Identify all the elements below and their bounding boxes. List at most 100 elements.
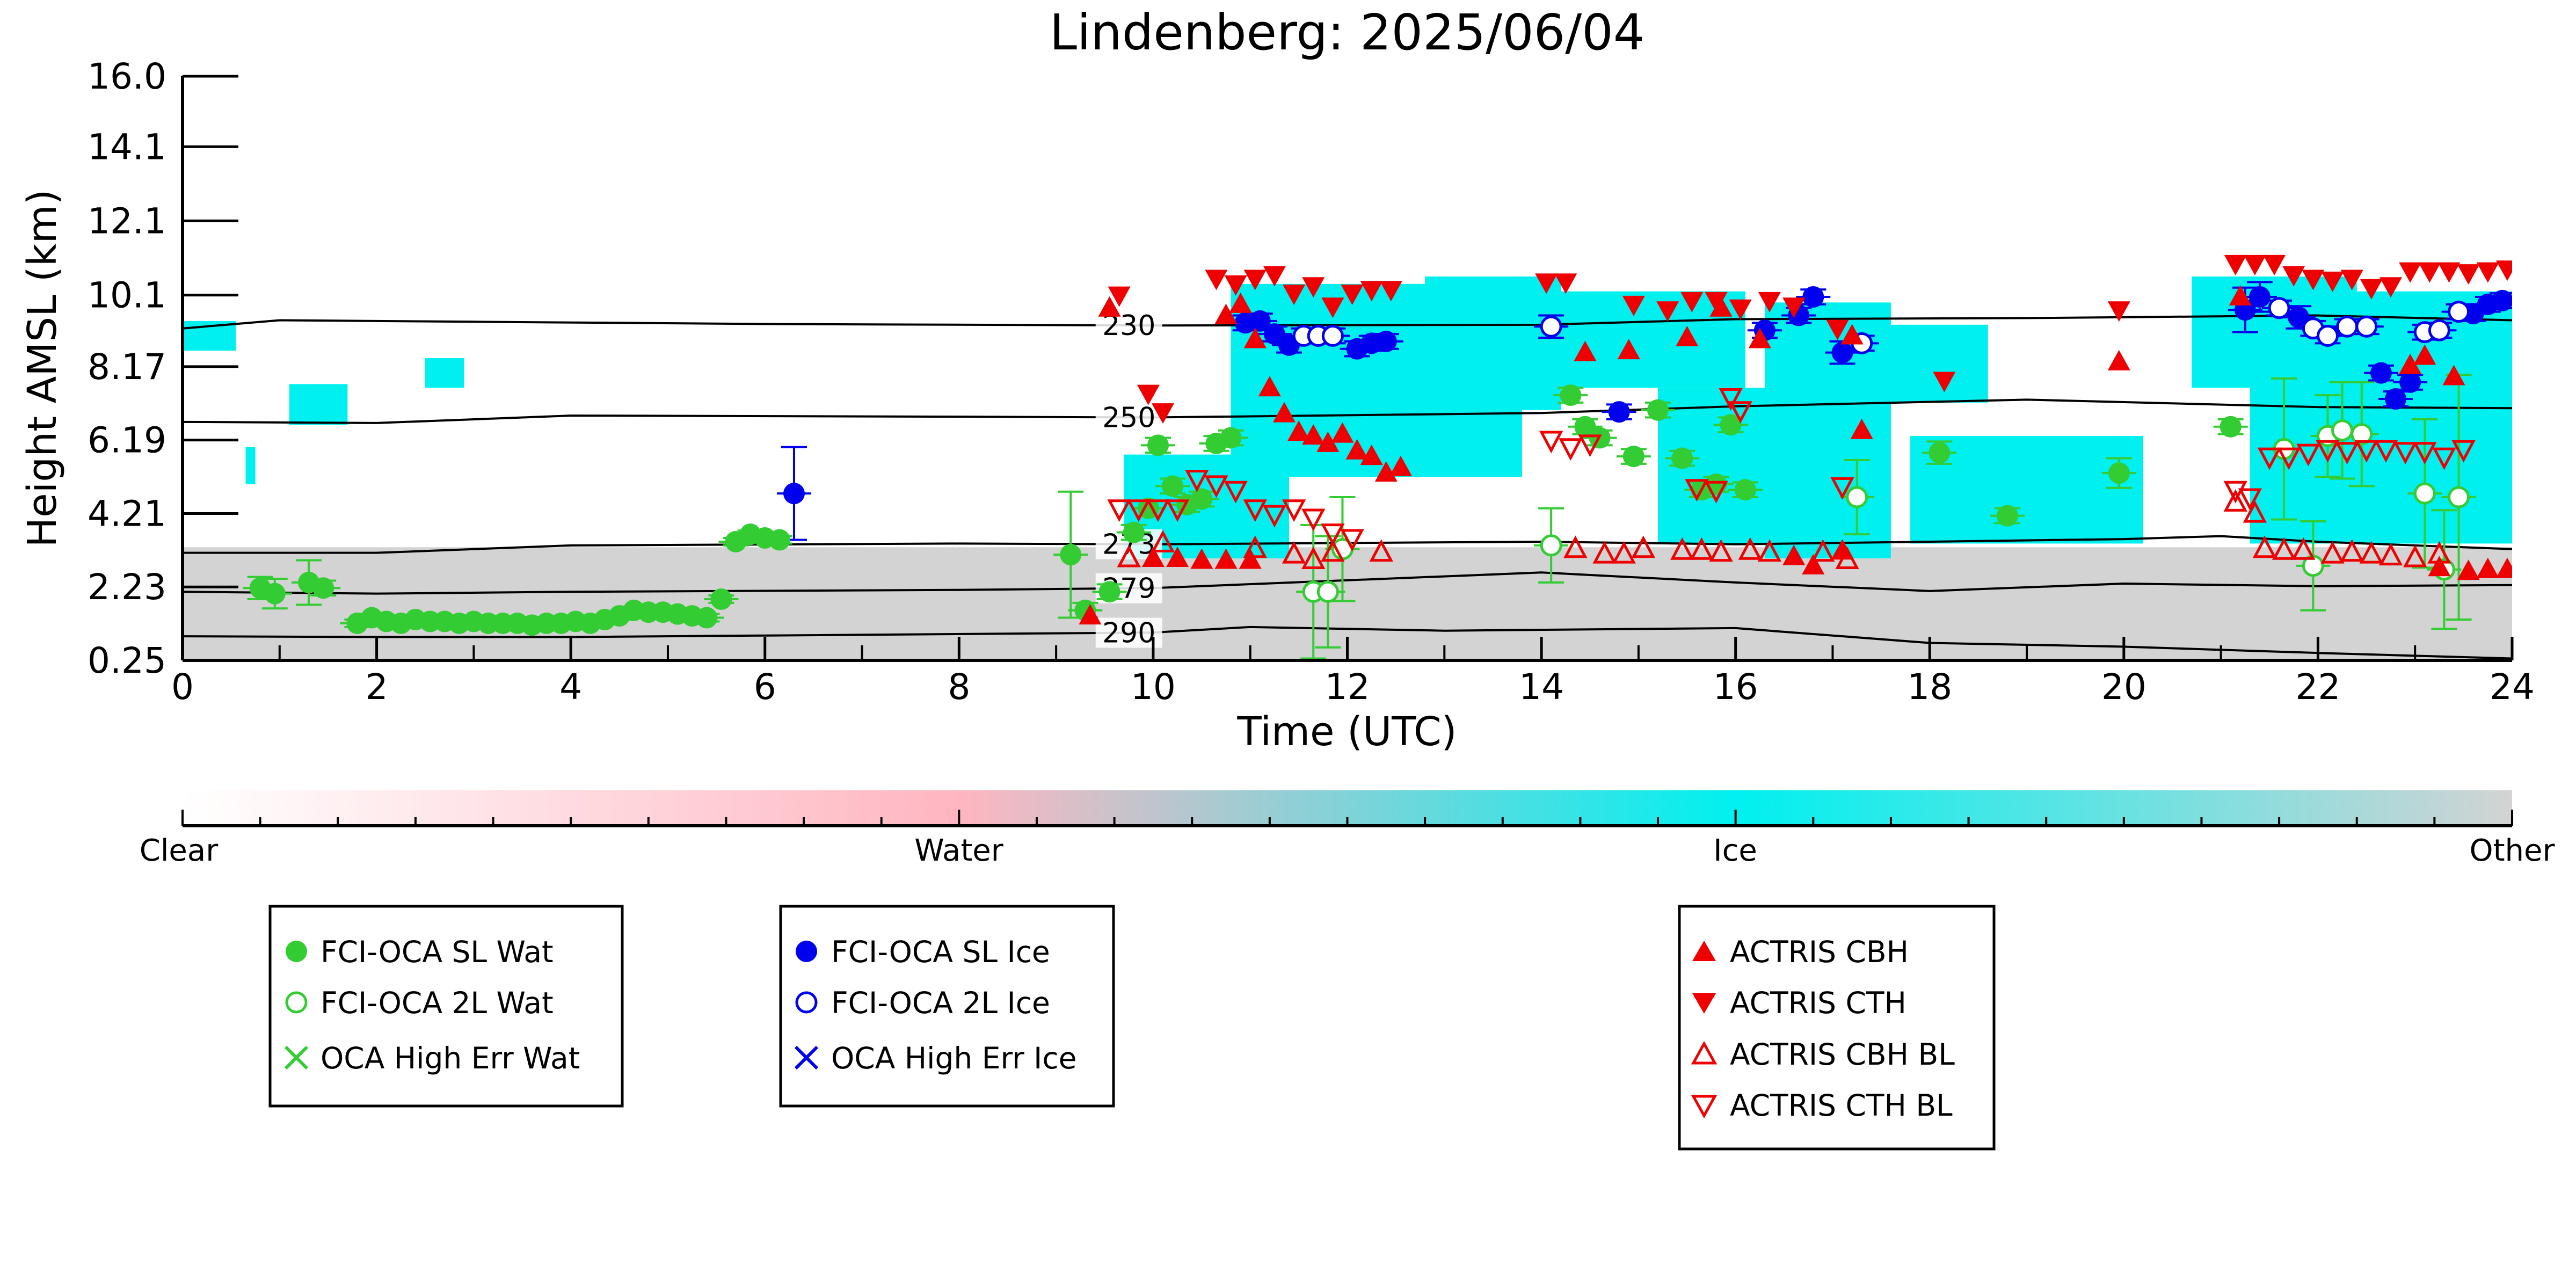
actris-cth-bl-point — [2316, 440, 2340, 463]
fci-oca-sl-wat-point — [2108, 462, 2130, 484]
fci-oca-sl-wat-point — [696, 607, 718, 629]
actris-cbh-point — [1239, 548, 1262, 569]
actris-cth-point — [1321, 297, 1344, 318]
isotherm-line — [183, 625, 2512, 660]
legend-label: ACTRIS CBH — [1730, 935, 1909, 969]
fci-oca-sl-ice-point — [783, 483, 805, 505]
fci-oca-sl-ice-point — [1608, 401, 1630, 423]
y-tick-label: 8.17 — [88, 346, 166, 388]
isotherm-label-bg — [1095, 617, 1162, 648]
ice-region — [1881, 324, 1988, 403]
y-tick-label: 12.1 — [88, 200, 166, 242]
actris-cth-bl-point — [1539, 431, 1563, 454]
actris-cbh-bl-point — [2291, 537, 2316, 560]
actris-cth-bl-point — [2354, 440, 2378, 463]
actris-cth-bl-point — [2257, 447, 2282, 470]
actris-cth-point — [1535, 273, 1558, 294]
actris-cbh-point — [1079, 604, 1102, 625]
actris-cth-bl-point — [2277, 447, 2301, 470]
x-tick-label: 14 — [1519, 666, 1564, 708]
fci-oca-sl-wat-point — [2220, 416, 2242, 438]
fci-oca-2l-wat-point — [1846, 486, 1868, 508]
legend-label: FCI-OCA 2L Ice — [831, 986, 1050, 1020]
actris-cbh-bl-point — [1592, 541, 1617, 564]
fci-oca-2l-ice-point — [2316, 325, 2339, 347]
actris-cth-point — [1656, 301, 1679, 322]
actris-cth-point — [2399, 262, 2422, 283]
fci-oca-sl-ice-point — [1831, 341, 1853, 363]
actris-cth-point — [1554, 273, 1577, 294]
actris-cbh-point — [1214, 303, 1238, 324]
fci-oca-2l-wat-point — [1316, 580, 1339, 603]
actris-cth-bl-point — [1146, 499, 1170, 522]
fci-oca-2l-ice-point — [1321, 325, 1344, 347]
isotherm-line — [183, 398, 2512, 424]
fci-oca-sl-wat-point — [1123, 521, 1145, 543]
colorbar-label-clear: Clear — [140, 833, 219, 868]
colorbar-label-other: Other — [2469, 833, 2555, 868]
actris-cbh-point — [1709, 296, 1733, 317]
actris-cth-point — [2418, 262, 2441, 283]
actris-cth-point — [2302, 270, 2325, 290]
fci-oca-sl-wat-point — [1560, 384, 1582, 406]
actris-cth-bl-point — [1262, 505, 1287, 528]
actris-cbh-point — [1098, 296, 1121, 317]
legend-marker-2l-ice — [795, 991, 818, 1014]
legend-label: OCA High Err Wat — [321, 1041, 580, 1075]
actris-cbh-bl-point — [2378, 543, 2403, 566]
fci-oca-sl-ice-point — [1802, 286, 1824, 308]
x-ticks: 0 2 4 6 8 10 12 14 16 18 20 22 24 — [171, 637, 2535, 708]
ice-region — [425, 358, 464, 388]
x-tick-label: 10 — [1131, 666, 1176, 708]
actris-cbh-point — [1360, 445, 1383, 465]
legend-ice: FCI-OCA SL Ice FCI-OCA 2L Ice OCA High E… — [779, 905, 1115, 1108]
actris-cth-bl-point — [1204, 475, 1228, 498]
actris-cbh-point — [1782, 544, 1806, 565]
actris-cbh-bl-point — [1282, 541, 1306, 564]
actris-cth-point — [2476, 262, 2499, 283]
actris-cbh-point — [1748, 328, 1771, 348]
fci-oca-sl-ice-point — [1249, 310, 1271, 332]
isotherm-label: 290 — [1102, 617, 1155, 650]
fci-oca-2l-wat-point — [2331, 419, 2354, 442]
x-tick-label: 0 — [171, 666, 194, 708]
fci-oca-2l-ice-point — [2268, 297, 2290, 319]
actris-cth-point — [1758, 292, 1781, 312]
actris-cth-bl-point — [1728, 401, 1752, 424]
x-tick-label: 20 — [2101, 666, 2146, 708]
fci-oca-sl-wat-point — [1147, 434, 1169, 456]
actris-cbh-point — [1345, 439, 1369, 460]
y-tick-label: 0.25 — [88, 640, 166, 681]
actris-cbh-point — [1214, 548, 1238, 569]
actris-cbh-bl-point — [2272, 537, 2296, 560]
legend-box — [268, 905, 624, 1108]
legend-marker-sl-wat — [286, 941, 307, 962]
actris-cbh-point — [1272, 402, 1296, 423]
fci-oca-2l-ice-point — [1540, 315, 1562, 338]
actris-cbh-bl-point — [2359, 541, 2384, 564]
fci-oca-sl-ice-point — [2385, 388, 2407, 410]
actris-cbh-point — [1676, 326, 1699, 347]
actris-cbh-bl-point — [1369, 539, 1393, 562]
fci-oca-2l-wat-point — [1540, 534, 1562, 557]
actris-cth-point — [1933, 372, 1956, 392]
actris-cth-bl-point — [2238, 488, 2262, 511]
fci-oca-2l-ice-point — [2355, 315, 2378, 338]
legend-marker-higherr-ice — [794, 1045, 819, 1070]
fci-oca-sl-wat-point — [1060, 544, 1082, 566]
y-axis-label: Height AMSL (km) — [19, 189, 66, 547]
x-axis-label: Time (UTC) — [1236, 709, 1457, 755]
y-ticks: 16.0 14.1 12.1 10.1 8.17 6.19 4.21 2.23 0.25 — [88, 56, 238, 681]
actris-cbh-point — [1243, 328, 1267, 348]
colorbar: Clear Water Ice Other — [140, 790, 2555, 868]
ice-region — [1425, 276, 1561, 410]
fci-oca-sl-wat-point — [1622, 446, 1644, 468]
actris-cth-bl-point — [1704, 481, 1728, 504]
actris-cth-point — [1705, 292, 1728, 312]
actris-cth-point — [2107, 301, 2130, 322]
fci-oca-sl-wat-point — [1098, 581, 1120, 603]
legend-label: ACTRIS CTH — [1730, 986, 1906, 1020]
actris-cbh-point — [1831, 539, 1854, 560]
